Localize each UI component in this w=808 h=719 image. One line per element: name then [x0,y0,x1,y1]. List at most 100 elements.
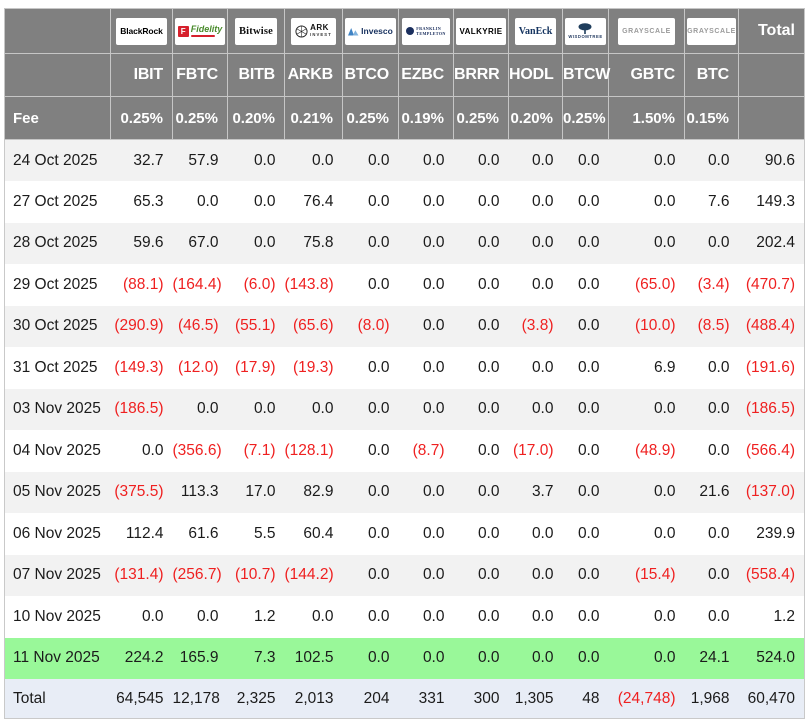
flow-cell: 0.0 [477,358,500,376]
issuer-logo-cell: VanEck [508,8,563,54]
flow-cell: 0.0 [653,234,676,252]
flow-cell: 60.4 [303,524,334,542]
issuer-logo-cell: F Fidelity [172,8,228,54]
issuer-logo-cell: Invesco [342,8,399,54]
ark-word: ARK [310,23,329,33]
flow-cell: 0.0 [577,566,600,584]
flow-cell: 0.0 [707,400,730,418]
fidelity-f-icon: F [177,25,189,37]
total-cell: 300 [473,689,500,707]
row-total-cell: 524.0 [756,649,795,667]
fee-gbtc: 1.50% [608,96,685,140]
date-cell: 03 Nov 2025 [13,400,101,418]
flow-cell: 0.0 [367,649,390,667]
flow-cell: 0.0 [367,234,390,252]
flow-cell: 0.0 [653,524,676,542]
issuer-logo-cell: ARK INVEST [284,8,343,54]
flow-cell: 0.0 [477,649,500,667]
flow-cell: 0.0 [311,607,334,625]
grand-total-cell: 60,470 [747,689,795,707]
flow-cell: 0.0 [422,524,445,542]
flow-cell: (256.7) [172,566,222,584]
flow-cell: 75.8 [303,234,334,252]
flow-cell: 0.0 [422,234,445,252]
flow-cell: 0.0 [577,400,600,418]
flow-cell: 0.0 [707,524,730,542]
flow-cell: (128.1) [284,441,334,459]
table-header: BlackRock F Fidelity Bitwise ARK INVEST Invesc… [4,8,805,140]
flow-cell: (46.5) [178,317,219,335]
date-cell: 04 Nov 2025 [13,441,101,459]
table-row: 04 Nov 2025 0.0 (356.6) (7.1) (128.1) 0.0 (8.7… [5,430,805,472]
date-cell: 06 Nov 2025 [13,524,101,542]
date-cell: 24 Oct 2025 [13,151,98,169]
flow-cell: 224.2 [124,649,164,667]
flow-cell: 0.0 [577,483,600,501]
flow-cell: 0.0 [577,275,600,293]
flow-cell: 0.0 [577,649,600,667]
flow-cell: 0.0 [577,234,600,252]
issuer-logo-cell: Bitwise [227,8,285,54]
totals-label-cell: Total [13,689,46,707]
total-cell: 48 [582,689,600,707]
flow-cell: 0.0 [577,441,600,459]
row-total-cell: (470.7) [745,275,795,293]
flow-cell: (15.4) [635,566,676,584]
flow-cell: (12.0) [178,358,219,376]
flow-cell: 0.0 [477,151,500,169]
column-header-hodl: HODL [508,53,563,97]
total-cell: 2,325 [236,689,276,707]
flow-cell: 0.0 [653,607,676,625]
flow-cell: (143.8) [284,275,334,293]
flow-cell: (131.4) [114,566,164,584]
etf-flow-table: BlackRock F Fidelity Bitwise ARK INVEST Invesc… [4,8,805,719]
column-header-btco: BTCO [342,53,399,97]
flow-cell: (17.0) [513,441,554,459]
table-row: 11 Nov 2025 224.2 165.9 7.3 102.5 0.0 0.0 0.0 0.… [4,637,805,679]
date-cell: 30 Oct 2025 [13,317,98,335]
flow-cell: 0.0 [531,192,554,210]
flow-cell: 0.0 [577,358,600,376]
issuer-logo-cell: GRAYSCALE [684,8,739,54]
flow-cell: 0.0 [311,151,334,169]
flow-cell: (149.3) [114,358,164,376]
flow-cell: 61.6 [188,524,219,542]
issuer-logo-brrr: VALKYRIE [456,17,506,45]
flow-cell: 3.7 [531,483,554,501]
flow-cell: 0.0 [707,151,730,169]
flow-cell: 0.0 [422,358,445,376]
flow-cell: 0.0 [653,483,676,501]
flow-cell: 0.0 [477,607,500,625]
flow-cell: 0.0 [531,566,554,584]
flow-cell: (19.3) [293,358,334,376]
row-total-cell: 149.3 [756,192,795,210]
flow-cell: 0.0 [422,566,445,584]
flow-cell: 0.0 [653,192,676,210]
flow-cell: (186.5) [114,400,164,418]
flow-cell: 0.0 [531,524,554,542]
flow-cell: (7.1) [243,441,276,459]
flow-rows: 24 Oct 2025 32.7 57.9 0.0 0.0 0.0 0.0 0.0 0.0 0.0… [4,139,805,719]
total-cell: (24,748) [617,689,676,707]
fee-arkb: 0.21% [284,96,343,140]
table-row: 30 Oct 2025 (290.9) (46.5) (55.1) (65.6) (8.0… [4,305,805,347]
flow-cell: 21.6 [699,483,730,501]
date-cell: 10 Nov 2025 [13,607,101,625]
total-cell: 204 [363,689,390,707]
flow-cell: 67.0 [188,234,219,252]
flow-cell: 0.0 [253,192,276,210]
flow-cell: 0.0 [367,151,390,169]
issuer-logo-row: BlackRock F Fidelity Bitwise ARK INVEST Invesc… [4,8,805,54]
table-row: 28 Oct 2025 59.6 67.0 0.0 75.8 0.0 0.0 0.0 0.0 0.… [4,222,805,264]
wisdomtree-tree-icon [578,23,592,34]
table-row: 05 Nov 2025 (375.5) 113.3 17.0 82.9 0.0 0.0 0.0… [4,471,805,513]
fee-row-total-spacer [738,96,805,140]
flow-cell: 0.0 [577,607,600,625]
total-cell: 2,013 [294,689,334,707]
flow-cell: 6.9 [653,358,676,376]
total-cell: 64,545 [116,689,164,707]
flow-cell: 0.0 [531,400,554,418]
flow-cell: 113.3 [180,483,219,501]
fee-row-label: Fee [4,96,111,140]
flow-cell: (290.9) [114,317,164,335]
